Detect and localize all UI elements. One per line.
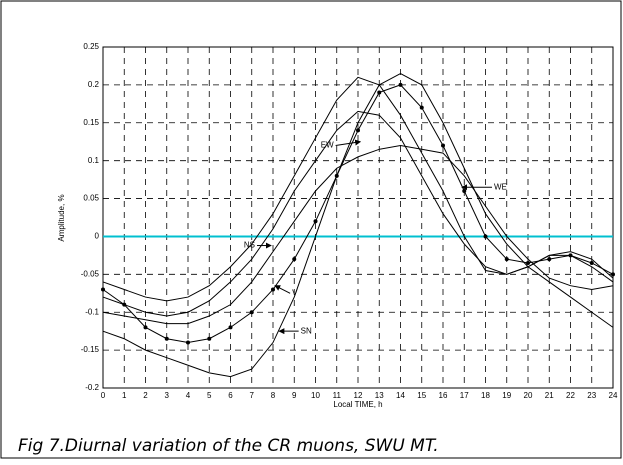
x-tick-label: 15 (417, 391, 426, 400)
x-tick-label: 23 (587, 391, 596, 400)
x-tick-label: 0 (101, 391, 106, 400)
point (568, 253, 573, 258)
x-tick-label: 10 (311, 391, 320, 400)
x-tick-label: 2 (143, 391, 148, 400)
x-tick-label: 22 (566, 391, 575, 400)
point (101, 287, 105, 292)
x-tick-label: 18 (481, 391, 490, 400)
x-tick-label: 19 (502, 391, 511, 400)
series-label: NS (244, 241, 255, 250)
x-tick-label: 20 (524, 391, 533, 400)
point (313, 219, 318, 224)
x-tick-label: 8 (271, 391, 276, 400)
x-tick-label: 16 (439, 391, 448, 400)
y-tick-label: 0.05 (83, 194, 99, 203)
point (122, 302, 127, 307)
y-tick-label: -0.2 (85, 383, 99, 392)
point (164, 336, 169, 341)
point (207, 336, 212, 341)
annotation-arrow (274, 285, 291, 294)
x-tick-label: 12 (354, 391, 363, 400)
x-tick-label: 21 (545, 391, 554, 400)
x-tick-label: 14 (396, 391, 405, 400)
series-line (102, 145, 614, 325)
point (462, 188, 467, 193)
y-tick-label: -0.15 (81, 345, 100, 354)
caption: Fig 7.Diurnal variation of the CR muons,… (18, 436, 439, 456)
series-label: V (292, 288, 298, 297)
x-tick-label: 9 (292, 391, 297, 400)
point (228, 325, 233, 330)
point (271, 287, 275, 292)
point (419, 105, 424, 110)
point (504, 257, 509, 262)
point (143, 325, 148, 330)
series-line (102, 72, 614, 378)
y-tick-label: -0.05 (81, 269, 100, 278)
x-tick-label: 7 (250, 391, 255, 400)
series-label: WE (494, 182, 507, 191)
point (483, 234, 488, 239)
x-tick-label: 24 (609, 391, 618, 400)
point (611, 272, 615, 277)
y-axis-label: Amplitude, % (57, 194, 66, 241)
x-tick-label: 13 (375, 391, 384, 400)
series-label: SN (301, 326, 312, 335)
point (356, 128, 360, 133)
point (377, 90, 382, 95)
x-axis-label: Local TIME, h (333, 400, 382, 409)
point (547, 257, 552, 262)
x-tick-label: 4 (186, 391, 191, 400)
x-tick-label: 5 (207, 391, 212, 400)
point (441, 143, 445, 148)
point (526, 260, 530, 265)
y-tick-label: 0.15 (83, 118, 99, 127)
x-tick-label: 1 (122, 391, 127, 400)
y-tick-label: -0.1 (85, 307, 99, 316)
y-tick-label: 0.1 (88, 156, 100, 165)
point (249, 310, 254, 315)
series-label: EW (321, 141, 334, 150)
point (398, 82, 403, 87)
x-tick-label: 11 (333, 391, 342, 400)
point (589, 260, 594, 265)
y-tick-label: 0.25 (83, 42, 99, 51)
x-tick-label: 17 (460, 391, 469, 400)
x-tick-label: 3 (165, 391, 170, 400)
y-tick-label: 0 (95, 232, 100, 241)
point (292, 257, 297, 262)
annotation-arrow (335, 139, 362, 147)
point (186, 340, 190, 345)
y-tick-label: 0.2 (88, 80, 100, 89)
x-tick-label: 6 (228, 391, 233, 400)
